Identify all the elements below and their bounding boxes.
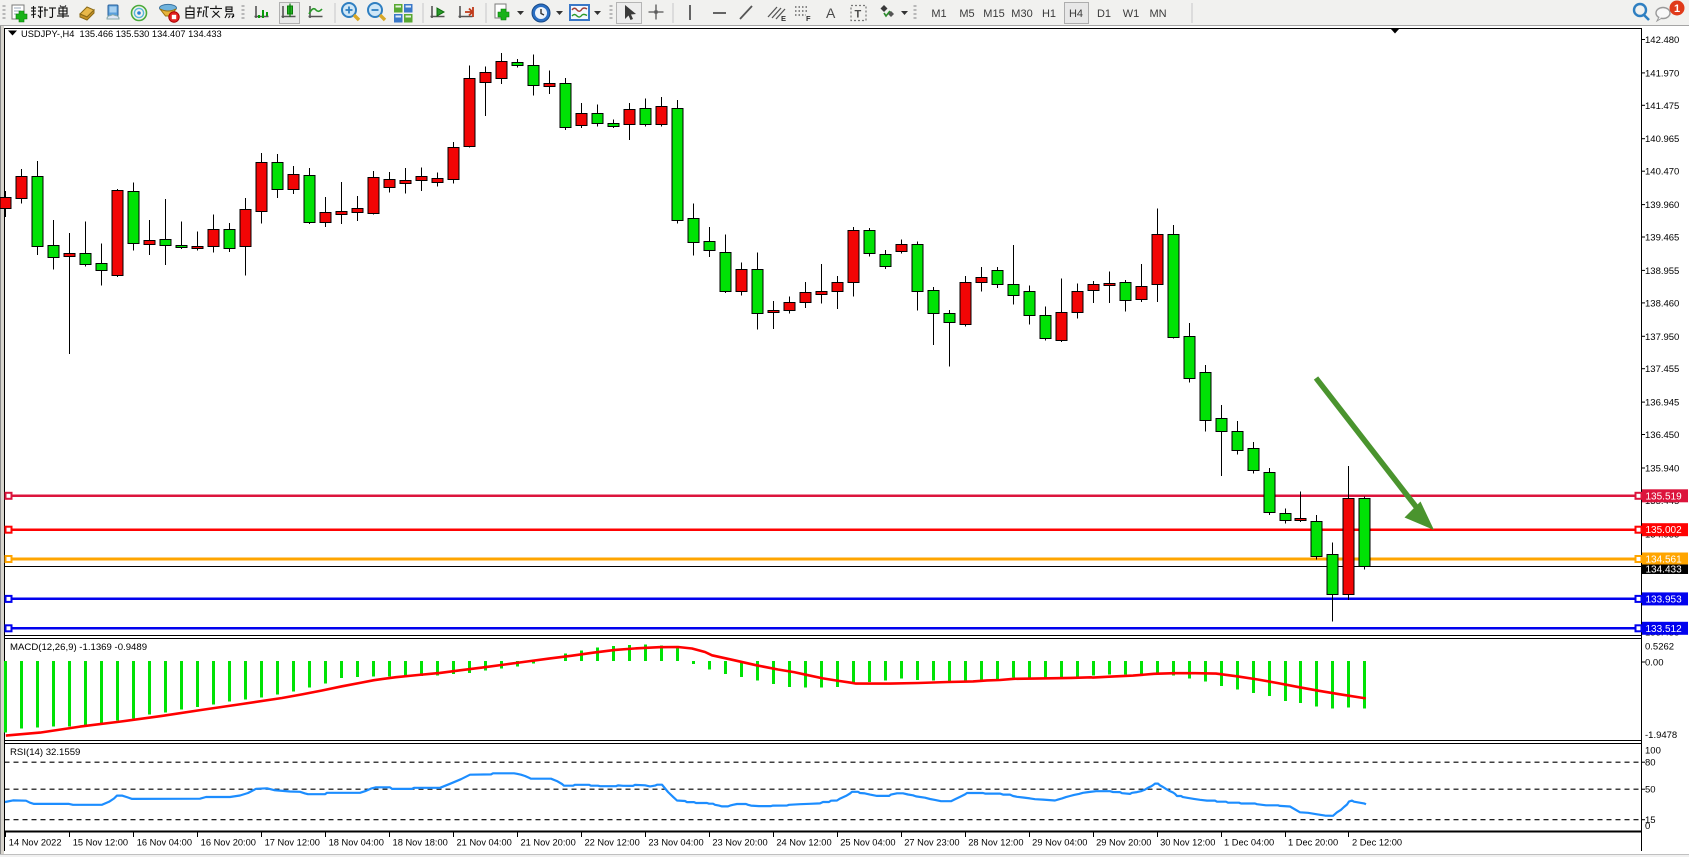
svg-text:-1.9478: -1.9478 — [1645, 730, 1677, 741]
svg-text:24 Nov 12:00: 24 Nov 12:00 — [776, 838, 831, 848]
svg-text:18 Nov 04:00: 18 Nov 04:00 — [329, 838, 384, 848]
svg-text:18 Nov 18:00: 18 Nov 18:00 — [393, 838, 448, 848]
svg-text:137.950: 137.950 — [1645, 332, 1679, 343]
svg-text:15: 15 — [1645, 815, 1656, 826]
svg-text:133.512: 133.512 — [1646, 624, 1683, 635]
svg-text:2 Dec 12:00: 2 Dec 12:00 — [1352, 838, 1402, 848]
svg-text:15 Nov 12:00: 15 Nov 12:00 — [73, 838, 128, 848]
svg-text:22 Nov 12:00: 22 Nov 12:00 — [584, 838, 639, 848]
svg-text:25 Nov 04:00: 25 Nov 04:00 — [840, 838, 895, 848]
svg-text:50: 50 — [1645, 785, 1656, 796]
svg-text:29 Nov 20:00: 29 Nov 20:00 — [1096, 838, 1151, 848]
svg-text:133.953: 133.953 — [1646, 594, 1683, 605]
svg-text:H4: H4 — [1069, 8, 1083, 20]
svg-text:23 Nov 04:00: 23 Nov 04:00 — [648, 838, 703, 848]
svg-text:A: A — [826, 5, 836, 21]
svg-text:M1: M1 — [931, 8, 946, 20]
svg-text:14 Nov 2022: 14 Nov 2022 — [9, 838, 62, 848]
svg-text:135.519: 135.519 — [1646, 491, 1683, 502]
svg-text:0.5262: 0.5262 — [1645, 642, 1674, 653]
svg-text:30 Nov 12:00: 30 Nov 12:00 — [1160, 838, 1215, 848]
svg-text:MACD(12,26,9) -1.1369 -0.9489: MACD(12,26,9) -1.1369 -0.9489 — [10, 642, 147, 653]
svg-text:M5: M5 — [959, 8, 974, 20]
svg-text:21 Nov 20:00: 21 Nov 20:00 — [520, 838, 575, 848]
svg-text:27 Nov 23:00: 27 Nov 23:00 — [904, 838, 959, 848]
svg-text:USDJPY-,H4 135.466 135.530 13: USDJPY-,H4 135.466 135.530 134.407 134.4… — [21, 29, 222, 39]
svg-text:142.480: 142.480 — [1645, 35, 1679, 46]
svg-text:138.460: 138.460 — [1645, 298, 1679, 309]
svg-text:0.00: 0.00 — [1645, 658, 1664, 669]
svg-text:100: 100 — [1645, 746, 1661, 757]
svg-text:135.002: 135.002 — [1646, 525, 1683, 536]
svg-text:136.450: 136.450 — [1645, 430, 1679, 441]
svg-text:29 Nov 04:00: 29 Nov 04:00 — [1032, 838, 1087, 848]
svg-text:1 Dec 20:00: 1 Dec 20:00 — [1288, 838, 1338, 848]
svg-text:RSI(14) 32.1559: RSI(14) 32.1559 — [10, 747, 80, 758]
svg-text:D1: D1 — [1097, 8, 1111, 20]
svg-text:T: T — [855, 9, 862, 21]
svg-text:140.965: 140.965 — [1645, 134, 1679, 145]
svg-text:134.433: 134.433 — [1646, 565, 1683, 576]
svg-text:135.940: 135.940 — [1645, 464, 1679, 475]
svg-text:28 Nov 12:00: 28 Nov 12:00 — [968, 838, 1023, 848]
svg-text:0: 0 — [1645, 821, 1650, 832]
svg-text:21 Nov 04:00: 21 Nov 04:00 — [457, 838, 512, 848]
svg-text:141.970: 141.970 — [1645, 68, 1679, 79]
svg-text:23 Nov 20:00: 23 Nov 20:00 — [712, 838, 767, 848]
svg-text:138.955: 138.955 — [1645, 266, 1679, 277]
svg-text:139.465: 139.465 — [1645, 233, 1679, 244]
svg-text:16 Nov 20:00: 16 Nov 20:00 — [201, 838, 256, 848]
svg-text:140.470: 140.470 — [1645, 167, 1679, 178]
svg-text:134.561: 134.561 — [1646, 555, 1683, 566]
svg-text:80: 80 — [1645, 758, 1656, 769]
svg-text:1 Dec 04:00: 1 Dec 04:00 — [1224, 838, 1274, 848]
svg-text:M30: M30 — [1011, 8, 1032, 20]
svg-text:136.945: 136.945 — [1645, 398, 1679, 409]
svg-text:1: 1 — [1674, 3, 1680, 15]
svg-text:E: E — [781, 14, 786, 23]
svg-text:W1: W1 — [1123, 8, 1140, 20]
svg-text:H1: H1 — [1042, 8, 1056, 20]
svg-text:17 Nov 12:00: 17 Nov 12:00 — [265, 838, 320, 848]
svg-text:16 Nov 04:00: 16 Nov 04:00 — [137, 838, 192, 848]
svg-text:M15: M15 — [983, 8, 1004, 20]
svg-text:137.455: 137.455 — [1645, 364, 1679, 375]
svg-text:139.960: 139.960 — [1645, 200, 1679, 211]
svg-text:MN: MN — [1149, 8, 1166, 20]
svg-text:141.475: 141.475 — [1645, 101, 1679, 112]
svg-text:F: F — [806, 14, 811, 23]
